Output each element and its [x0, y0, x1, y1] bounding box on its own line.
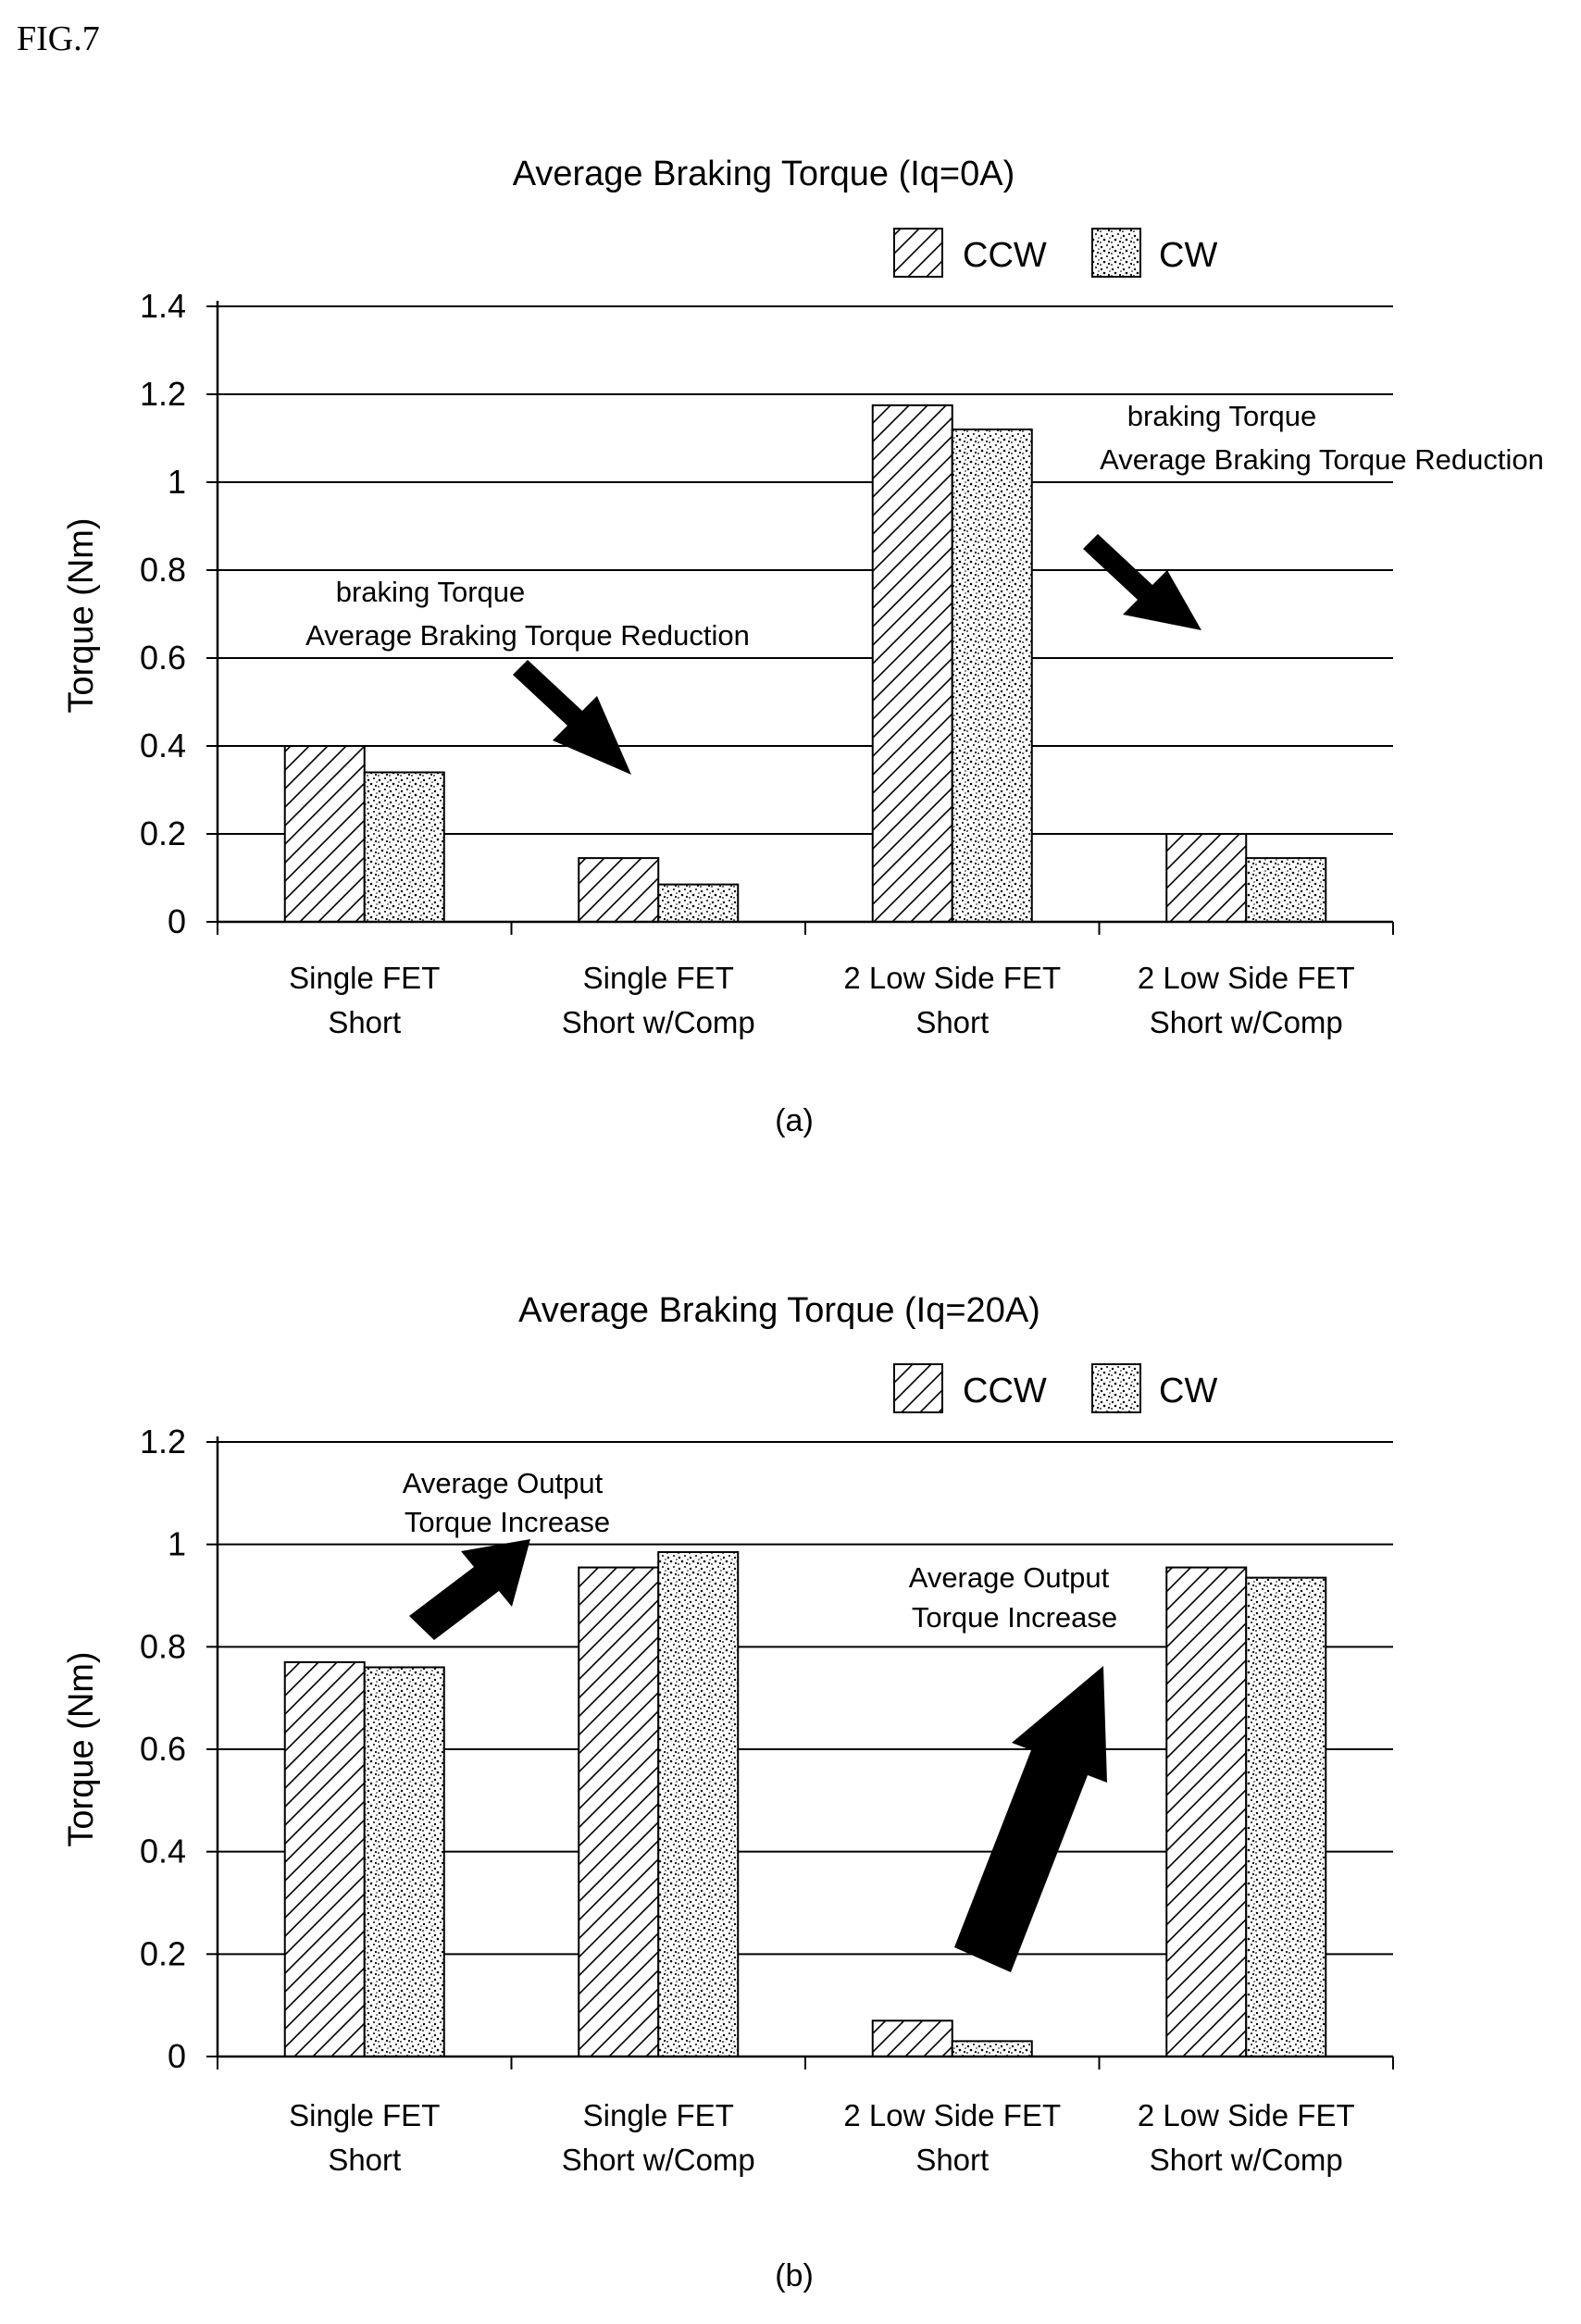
y-tick-label: 0.2 [140, 1934, 186, 1972]
y-axis-label: Torque (Nm) [62, 1651, 101, 1846]
panel-label: (b) [775, 2258, 814, 2293]
x-category-label: 2 Low Side FET [1138, 961, 1355, 995]
bar-cw [951, 2040, 1033, 2057]
bar-group [283, 404, 1327, 923]
figure-label: FIG.7 [17, 19, 100, 58]
bar-cw [951, 429, 1033, 923]
chart-title: Average Braking Torque (Iq=0A) [513, 155, 1015, 193]
annotation-right: braking Torque Average Braking Torque Re… [1083, 400, 1544, 630]
legend-swatch-cw [1091, 1363, 1141, 1413]
legend-label-cw: CW [1159, 1372, 1217, 1411]
bar-cw [363, 771, 445, 923]
x-category-label: Short w/Comp [1150, 2143, 1343, 2177]
bar-cw [657, 1550, 740, 2057]
annotation-line: Torque Increase [912, 1601, 1117, 1634]
bar-ccw [871, 404, 953, 923]
y-tick-label: 1.4 [140, 287, 186, 325]
annotation-line: Torque Increase [405, 1506, 610, 1538]
bar-cw [363, 1666, 445, 2057]
x-category-label: Short w/Comp [1150, 1005, 1343, 1039]
up-arrow-icon [954, 1666, 1107, 1972]
y-axis-label: Torque (Nm) [62, 517, 101, 713]
chart-title: Average Braking Torque (Iq=20A) [518, 1291, 1040, 1330]
y-tick-label: 0.6 [140, 639, 186, 677]
x-category-label: Single FET [583, 2098, 734, 2132]
bar-cw [1245, 1576, 1327, 2057]
x-category-label: Short w/Comp [562, 2143, 755, 2177]
annotation-right: Average Output Torque Increase [909, 1561, 1117, 1972]
annotation-line: Average Output [403, 1467, 604, 1499]
down-arrow-icon [513, 660, 631, 775]
y-tick-label: 1 [168, 1525, 186, 1563]
y-tick-label: 0 [168, 2037, 186, 2075]
panel-label: (a) [775, 1103, 814, 1138]
annotation-line: braking Torque [336, 576, 526, 608]
legend: CCW CW [893, 228, 1217, 278]
legend-label-cw: CW [1159, 236, 1217, 275]
bar-ccw [283, 1660, 366, 2058]
legend-swatch-cw [1091, 228, 1141, 278]
y-tick-label: 1 [168, 463, 186, 501]
y-tick-label: 1.2 [140, 1423, 186, 1460]
x-category-label: Short [328, 2143, 401, 2177]
y-tick-label: 0 [168, 902, 186, 940]
legend: CCW CW [893, 1363, 1217, 1413]
bar-ccw [578, 857, 660, 923]
x-axis-labels: Single FET Short Single FET Short w/Comp 2 L… [289, 2098, 1355, 2177]
y-axis-ticks: 0 0.2 0.4 0.6 0.8 1 1.2 1.4 [140, 287, 218, 940]
annotation-left: braking Torque Average Braking Torque Re… [305, 576, 750, 775]
y-tick-label: 0.8 [140, 1627, 186, 1665]
bar-ccw [283, 745, 366, 923]
x-category-label: Single FET [289, 961, 440, 995]
annotation-line: braking Torque [1127, 400, 1317, 432]
bar-cw [1245, 857, 1327, 923]
legend-swatch-ccw [893, 1363, 943, 1413]
x-axis-labels: Single FET Short Single FET Short w/Comp 2 L… [289, 961, 1355, 1039]
bar-group [283, 1550, 1327, 2058]
annotation-line: Average Braking Torque Reduction [1100, 443, 1544, 476]
x-category-label: 2 Low Side FET [1138, 2098, 1355, 2132]
x-category-label: 2 Low Side FET [843, 2098, 1061, 2132]
legend-label-ccw: CCW [963, 1372, 1047, 1411]
bar-ccw [871, 2020, 953, 2057]
annotation-line: Average Output [909, 1561, 1110, 1594]
x-category-label: Short [915, 1005, 989, 1039]
y-tick-label: 0.8 [140, 551, 186, 589]
bar-ccw [1165, 833, 1248, 923]
x-category-label: Short [915, 2143, 989, 2177]
chart-panel-a: Average Braking Torque (Iq=0A) CCW CW To… [62, 155, 1544, 1138]
legend-label-ccw: CCW [963, 236, 1047, 275]
bar-ccw [1165, 1566, 1248, 2057]
bar-cw [657, 883, 740, 923]
x-category-label: Single FET [289, 2098, 440, 2132]
legend-swatch-ccw [893, 228, 943, 278]
y-tick-label: 0.4 [140, 727, 186, 764]
bar-ccw [578, 1566, 660, 2057]
y-tick-label: 0.2 [140, 814, 186, 852]
x-category-label: Short [328, 1005, 401, 1039]
grid [218, 305, 1393, 835]
y-tick-label: 0.6 [140, 1730, 186, 1768]
y-tick-label: 1.2 [140, 375, 186, 413]
axes [216, 1436, 1394, 2069]
annotation-line: Average Braking Torque Reduction [305, 619, 750, 652]
annotation-left: Average Output Torque Increase [403, 1467, 610, 1640]
x-category-label: Short w/Comp [562, 1005, 755, 1039]
x-category-label: 2 Low Side FET [843, 961, 1061, 995]
chart-panel-b: Average Braking Torque (Iq=20A) CCW CW T… [62, 1291, 1394, 2293]
up-arrow-icon [409, 1539, 530, 1640]
axes [216, 301, 1394, 935]
y-axis-ticks: 0 0.2 0.4 0.6 0.8 1 1.2 [140, 1423, 218, 2075]
down-arrow-icon [1083, 534, 1201, 630]
y-tick-label: 0.4 [140, 1833, 186, 1870]
x-category-label: Single FET [583, 961, 734, 995]
